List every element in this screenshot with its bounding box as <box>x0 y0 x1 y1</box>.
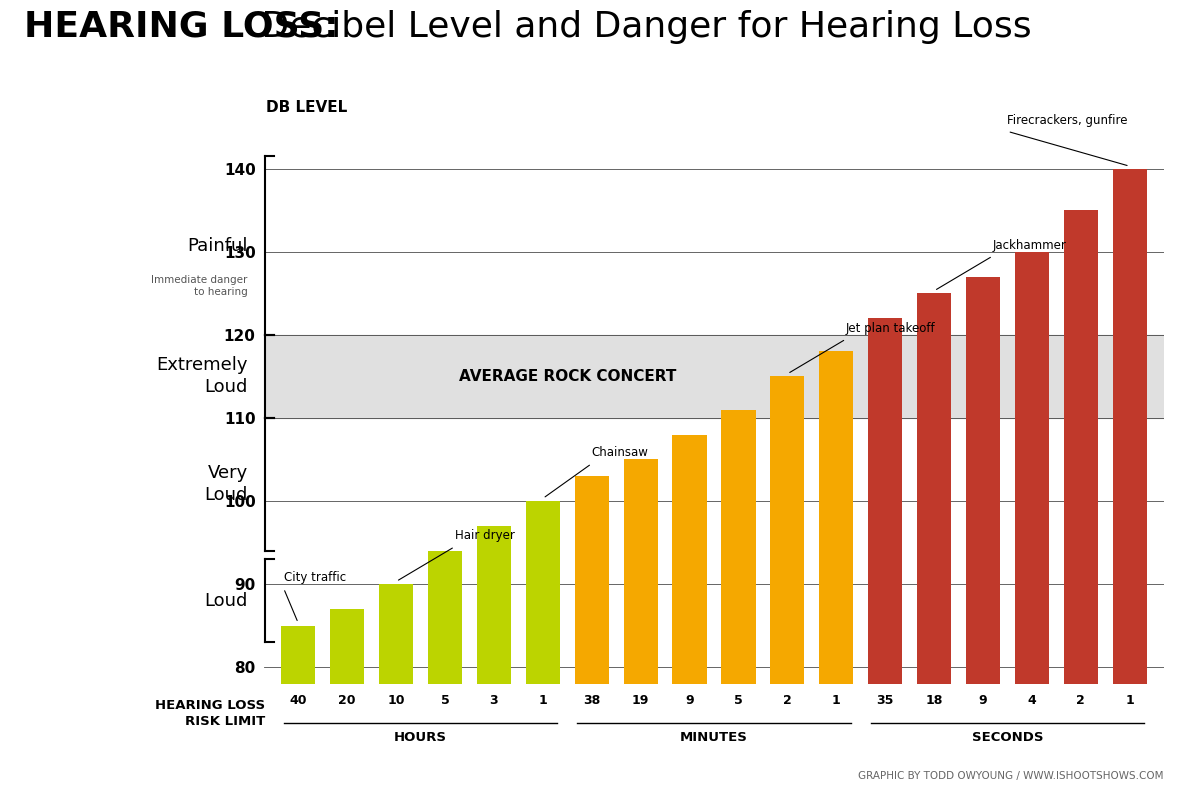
Bar <box>379 584 413 684</box>
Bar <box>1063 210 1098 684</box>
Text: 10: 10 <box>388 694 404 707</box>
Bar <box>672 435 707 684</box>
Bar <box>770 376 804 684</box>
Bar <box>966 277 1000 684</box>
Text: 1: 1 <box>539 694 547 707</box>
Bar <box>624 460 658 684</box>
Text: Hair dryer: Hair dryer <box>455 529 515 542</box>
Bar <box>526 501 560 684</box>
Text: DB LEVEL: DB LEVEL <box>266 100 348 115</box>
Text: 5: 5 <box>440 694 449 707</box>
Text: Loud: Loud <box>204 591 248 610</box>
Text: HEARING LOSS
RISK LIMIT: HEARING LOSS RISK LIMIT <box>155 699 265 727</box>
Bar <box>281 626 316 684</box>
Text: 38: 38 <box>583 694 600 707</box>
Text: Jet plan takeoff: Jet plan takeoff <box>846 322 936 335</box>
Bar <box>1112 169 1147 684</box>
Text: 20: 20 <box>338 694 356 707</box>
Text: Decibel Level and Danger for Hearing Loss: Decibel Level and Danger for Hearing Los… <box>250 10 1031 44</box>
Text: 3: 3 <box>490 694 498 707</box>
Bar <box>575 476 608 684</box>
Bar <box>264 335 1164 418</box>
Text: HEARING LOSS:: HEARING LOSS: <box>24 10 338 44</box>
Text: 2: 2 <box>1076 694 1085 707</box>
Bar <box>1015 252 1049 684</box>
Text: Immediate danger
to hearing: Immediate danger to hearing <box>151 274 248 297</box>
Bar <box>428 551 462 684</box>
Bar <box>330 609 365 684</box>
Bar <box>820 351 853 684</box>
Text: 18: 18 <box>925 694 943 707</box>
Text: 9: 9 <box>685 694 694 707</box>
Text: Chainsaw: Chainsaw <box>592 447 648 460</box>
Text: MINUTES: MINUTES <box>680 731 748 744</box>
Text: 4: 4 <box>1027 694 1037 707</box>
Text: 35: 35 <box>876 694 894 707</box>
Text: 2: 2 <box>782 694 792 707</box>
Text: GRAPHIC BY TODD OWYOUNG / WWW.ISHOOTSHOWS.COM: GRAPHIC BY TODD OWYOUNG / WWW.ISHOOTSHOW… <box>858 770 1164 781</box>
Text: Painful: Painful <box>187 237 248 254</box>
Text: Jackhammer: Jackhammer <box>992 238 1067 252</box>
Text: 5: 5 <box>734 694 743 707</box>
Text: HOURS: HOURS <box>394 731 448 744</box>
Text: AVERAGE ROCK CONCERT: AVERAGE ROCK CONCERT <box>458 369 676 384</box>
Text: 19: 19 <box>632 694 649 707</box>
Text: 9: 9 <box>979 694 988 707</box>
Text: 40: 40 <box>289 694 307 707</box>
Text: Firecrackers, gunfire: Firecrackers, gunfire <box>1008 114 1128 127</box>
Text: Extremely
Loud: Extremely Loud <box>156 356 248 397</box>
Text: City traffic: City traffic <box>283 571 346 584</box>
Bar <box>917 293 952 684</box>
Text: SECONDS: SECONDS <box>972 731 1043 744</box>
Text: 1: 1 <box>832 694 841 707</box>
Bar <box>476 525 511 684</box>
Bar <box>868 318 902 684</box>
Text: 1: 1 <box>1126 694 1134 707</box>
Bar <box>721 409 756 684</box>
Text: Very
Loud: Very Loud <box>204 464 248 505</box>
